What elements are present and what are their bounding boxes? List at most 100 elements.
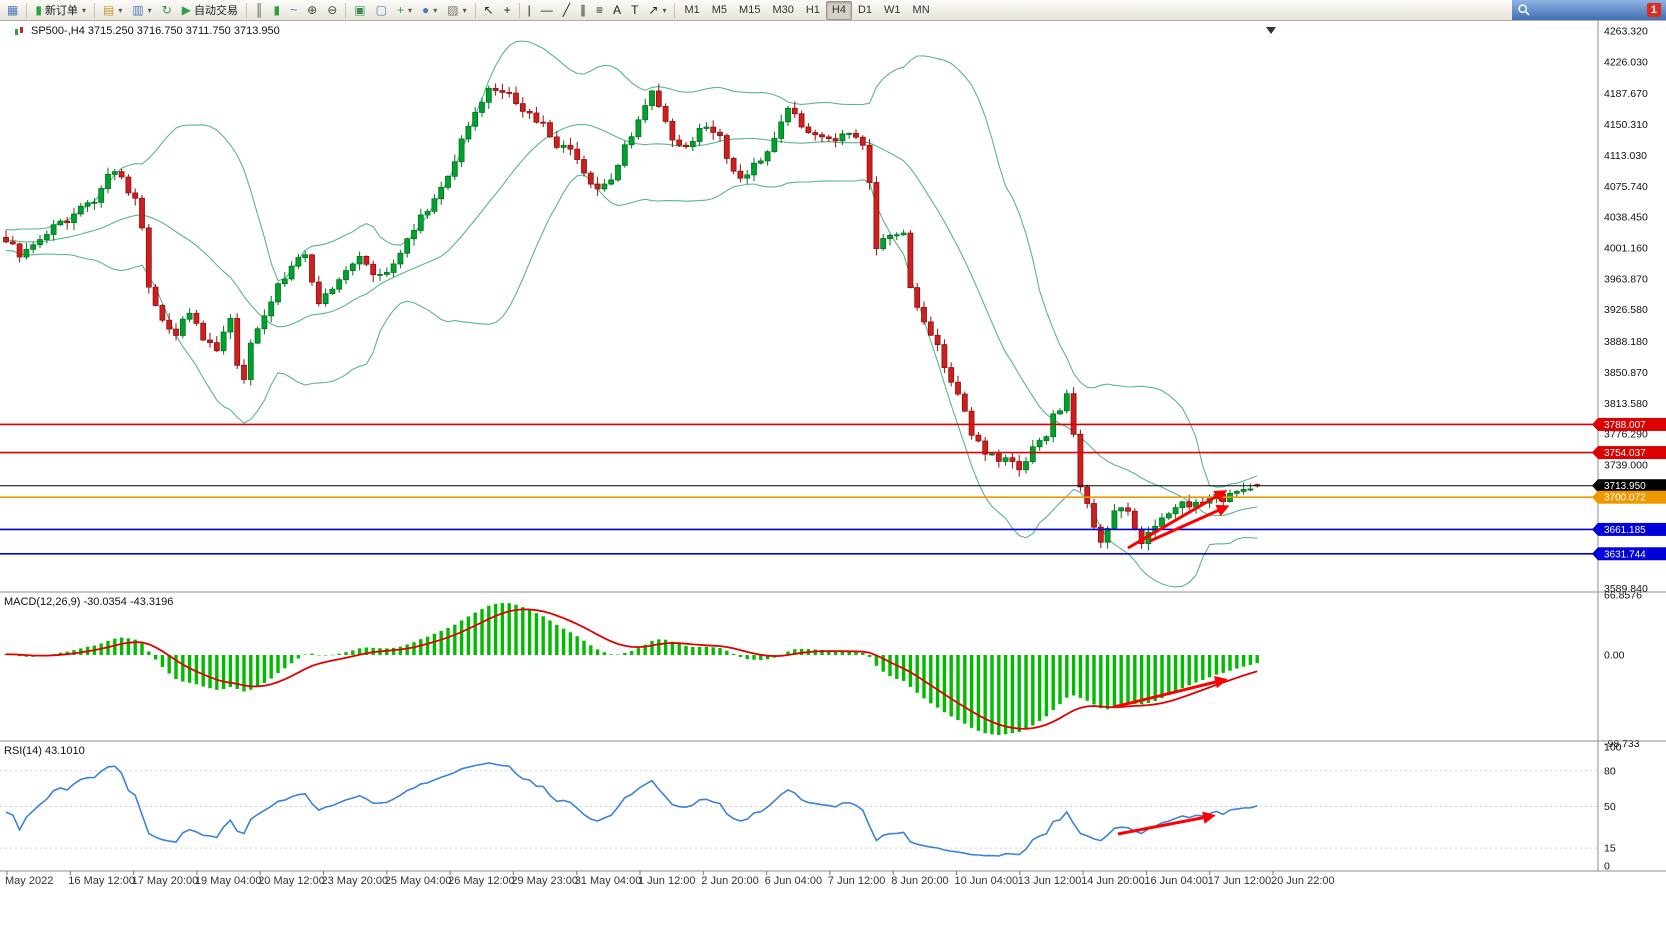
- fibonacci-button[interactable]: ≡: [591, 1, 608, 20]
- rsi-indicator-label: RSI(14) 43.1010: [4, 745, 85, 757]
- svg-text:19 May 04:00: 19 May 04:00: [195, 875, 262, 887]
- price-level-lines: [0, 423, 1598, 555]
- fibonacci-button-icon: ≡: [596, 3, 604, 17]
- svg-text:6 Jun 04:00: 6 Jun 04:00: [765, 875, 823, 887]
- price-axis[interactable]: 4263.320 4226.030 4187.670 4150.310 4113.030…: [1592, 21, 1666, 871]
- svg-text:4226.030: 4226.030: [1604, 56, 1648, 68]
- svg-text:3739.000: 3739.000: [1604, 460, 1648, 472]
- caret-icon: ▾: [81, 5, 86, 15]
- notification-badge[interactable]: 1: [1646, 3, 1661, 17]
- svg-text:8 Jun 20:00: 8 Jun 20:00: [891, 875, 949, 887]
- timeframe-d1-button[interactable]: D1: [857, 4, 873, 16]
- svg-text:7 Jun 12:00: 7 Jun 12:00: [828, 875, 886, 887]
- refresh-button[interactable]: ↻: [157, 1, 177, 20]
- cascade-windows-button-icon: ▢: [375, 3, 387, 17]
- toolbar-separator: [26, 2, 28, 18]
- svg-text:80: 80: [1604, 765, 1616, 777]
- templates-button[interactable]: ▨ ▾: [442, 1, 471, 20]
- svg-text:4075.740: 4075.740: [1604, 181, 1648, 193]
- svg-text:20 Jun 22:00: 20 Jun 22:00: [1271, 875, 1335, 887]
- trendline-button[interactable]: ╱: [558, 1, 575, 20]
- svg-text:13 Jun 12:00: 13 Jun 12:00: [1018, 875, 1082, 887]
- indicators-button-icon: +: [396, 3, 404, 17]
- toolbar-separator: [245, 2, 247, 18]
- timeframe-m30-button[interactable]: M30: [772, 4, 794, 16]
- timeframe-m1-button[interactable]: M1: [684, 4, 700, 16]
- svg-text:3713.950: 3713.950: [1604, 481, 1646, 492]
- cursor-button[interactable]: ↖: [479, 1, 499, 20]
- svg-text:3850.870: 3850.870: [1604, 367, 1648, 379]
- svg-text:17 Jun 12:00: 17 Jun 12:00: [1208, 875, 1272, 887]
- caret-icon: ▾: [462, 5, 467, 15]
- svg-text:3888.180: 3888.180: [1604, 336, 1648, 348]
- shapes-button-icon: ↗: [648, 3, 659, 17]
- text-button[interactable]: A: [608, 1, 626, 20]
- label-button-icon: T: [631, 3, 639, 17]
- channel-button[interactable]: ∥: [575, 1, 591, 20]
- svg-text:3776.290: 3776.290: [1604, 429, 1648, 441]
- chart-window-icon: ▦: [7, 3, 19, 17]
- rsi-indicator: 100 80 50 15 0: [0, 742, 1622, 873]
- timeframe-h4-button[interactable]: H4: [825, 0, 852, 20]
- zoom-in-button[interactable]: ⊕: [302, 1, 322, 20]
- svg-text:May 2022: May 2022: [5, 875, 53, 887]
- toolbar-separator: [518, 2, 520, 18]
- text-button-icon: A: [613, 3, 622, 17]
- candlestick-chart-button-icon: ▮: [273, 3, 281, 17]
- svg-text:4113.030: 4113.030: [1604, 150, 1647, 162]
- svg-text:50: 50: [1604, 801, 1616, 813]
- macd-indicator-label: MACD(12,26,9) -30.0354 -43.3196: [4, 596, 174, 608]
- candlestick-chart-button[interactable]: ▮: [269, 1, 286, 20]
- search-icon[interactable]: [1517, 3, 1531, 17]
- svg-text:4187.670: 4187.670: [1604, 88, 1648, 100]
- new-order-button[interactable]: ▮ 新订单 ▾: [30, 1, 91, 20]
- svg-text:17 May 20:00: 17 May 20:00: [132, 875, 199, 887]
- timeframe-m15-button[interactable]: M15: [739, 4, 761, 16]
- svg-text:3813.580: 3813.580: [1604, 398, 1648, 410]
- trendline-button-icon: ╱: [562, 3, 571, 17]
- timeframe-h1-button[interactable]: H1: [805, 4, 820, 16]
- zoom-out-button[interactable]: ⊖: [322, 1, 342, 20]
- cursor-button-icon: ↖: [483, 3, 494, 17]
- caret-icon: ▾: [407, 5, 412, 15]
- autotrading-button[interactable]: ▶ 自动交易: [177, 1, 243, 20]
- chart-window[interactable]: ▦: [2, 1, 23, 20]
- zoom-out-button-icon: ⊖: [327, 3, 338, 17]
- tile-windows-button-icon: ▣: [354, 3, 366, 17]
- svg-text:3631.744: 3631.744: [1604, 549, 1646, 560]
- shapes-button[interactable]: ↗ ▾: [643, 1, 671, 20]
- new-chart-button[interactable]: ▤ ▾: [98, 1, 127, 20]
- svg-text:10 Jun 04:00: 10 Jun 04:00: [955, 875, 1019, 887]
- svg-text:26 May 12:00: 26 May 12:00: [448, 875, 515, 887]
- symbol-ohlc-text: SP500-,H4 3715.250 3716.750 3711.750 371…: [31, 25, 280, 37]
- timeframe-mn-button[interactable]: MN: [912, 4, 930, 16]
- indicators-button[interactable]: + ▾: [392, 1, 417, 20]
- line-chart-button-icon: ~: [290, 3, 298, 17]
- horizontal-line-button[interactable]: —: [536, 1, 558, 20]
- svg-text:20 May 12:00: 20 May 12:00: [258, 875, 325, 887]
- periods-button[interactable]: ● ▾: [417, 1, 442, 20]
- svg-text:3589.840: 3589.840: [1604, 583, 1648, 595]
- cascade-windows-button[interactable]: ▢: [371, 1, 392, 20]
- new-order-button-icon: ▮: [35, 3, 42, 17]
- crosshair-button[interactable]: +: [499, 1, 516, 20]
- label-button[interactable]: T: [626, 1, 643, 20]
- templates-button-icon: ▨: [447, 3, 459, 17]
- tile-windows-button[interactable]: ▣: [349, 1, 370, 20]
- chart-symbol-label: SP500-,H4 3715.250 3716.750 3711.750 371…: [14, 25, 280, 37]
- svg-text:4263.320: 4263.320: [1604, 26, 1648, 38]
- timeframe-w1-button[interactable]: W1: [884, 4, 901, 16]
- timeframe-m5-button[interactable]: M5: [711, 4, 728, 16]
- mini-chart-icon: [15, 26, 23, 35]
- svg-text:1 Jun 12:00: 1 Jun 12:00: [638, 875, 696, 887]
- crosshair-button-icon: +: [503, 3, 511, 17]
- line-chart-button[interactable]: ~: [285, 1, 302, 20]
- profiles-button[interactable]: ▥ ▾: [127, 1, 156, 20]
- vertical-line-button[interactable]: |: [523, 1, 536, 20]
- bar-chart-button[interactable]: ║: [250, 1, 269, 20]
- new-order-button-label: 新订单: [44, 5, 78, 17]
- svg-text:25 May 04:00: 25 May 04:00: [385, 875, 452, 887]
